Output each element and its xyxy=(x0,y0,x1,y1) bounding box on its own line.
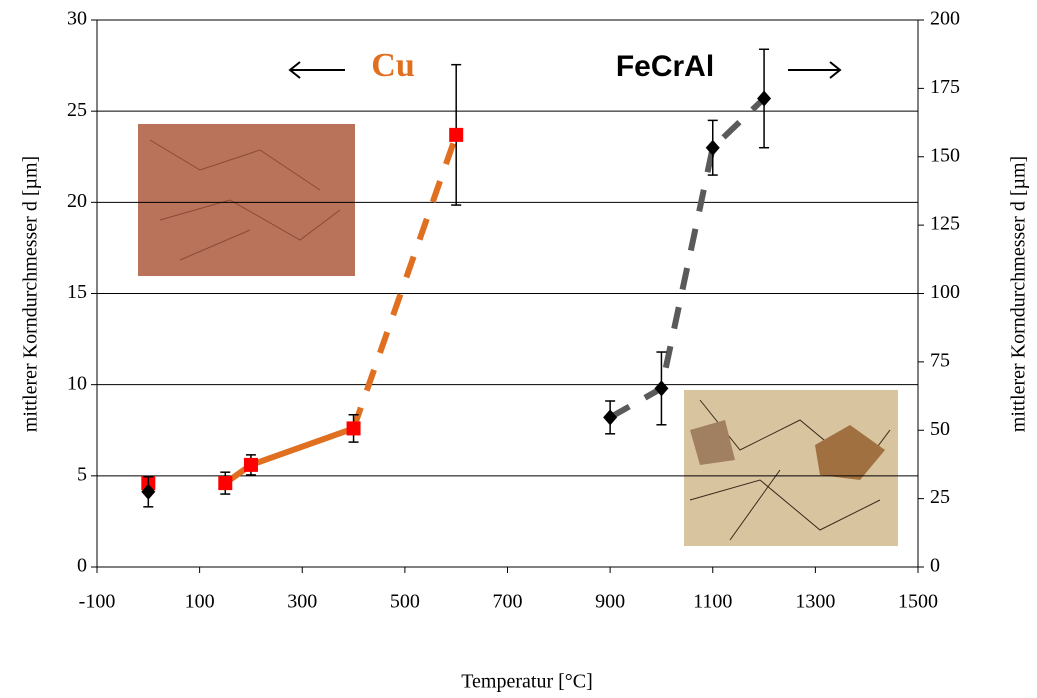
y2-tick-label: 75 xyxy=(930,349,950,371)
y2-tick-label: 25 xyxy=(930,486,950,508)
series-line xyxy=(608,96,767,421)
arrow-head xyxy=(829,61,842,79)
y2-tick-label: 100 xyxy=(930,281,960,303)
x-tick-label: 700 xyxy=(493,591,523,613)
x-tick-label: 100 xyxy=(185,591,215,613)
micrograph-texture xyxy=(149,139,891,541)
x-tick-label: 900 xyxy=(595,591,625,613)
point xyxy=(218,476,233,491)
arrow-head xyxy=(288,61,301,79)
y-tick-label: 15 xyxy=(67,281,87,303)
cu-annotation: Cu xyxy=(371,47,414,84)
series-line xyxy=(350,133,460,430)
point xyxy=(449,127,464,142)
x-tick-label: -100 xyxy=(79,591,116,613)
y2-tick-label: 0 xyxy=(930,555,940,577)
point xyxy=(705,139,720,156)
y-tick-label: 30 xyxy=(67,8,87,30)
y2-tick-label: 50 xyxy=(930,418,950,440)
x-tick-label: 300 xyxy=(287,591,317,613)
y-tick-label: 5 xyxy=(77,463,87,485)
point xyxy=(654,380,669,397)
y2-tick-label: 200 xyxy=(930,8,960,30)
point xyxy=(141,483,156,500)
y2-tick-label: 175 xyxy=(930,76,960,98)
x-tick-label: 1300 xyxy=(795,591,835,613)
y-axis-label: mittlerer Korndurchmesser d [µm] xyxy=(20,156,42,432)
y2-axis-label: mittlerer Korndurchmesser d [µm] xyxy=(1008,156,1030,432)
x-axis-label: Temperatur [°C] xyxy=(461,671,593,693)
point xyxy=(603,409,618,426)
y-tick-label: 25 xyxy=(67,99,87,121)
x-tick-label: 1100 xyxy=(693,591,732,613)
y-tick-label: 0 xyxy=(77,555,87,577)
x-tick-label: 500 xyxy=(390,591,420,613)
point xyxy=(757,90,772,107)
point xyxy=(346,421,361,436)
y-tick-label: 10 xyxy=(67,372,87,394)
x-tick-label: 1500 xyxy=(898,591,938,613)
point xyxy=(243,457,258,472)
fecral-annotation: FeCrAl xyxy=(616,50,714,83)
y2-tick-label: 150 xyxy=(930,144,960,166)
y2-tick-label: 125 xyxy=(930,213,960,235)
y-tick-label: 20 xyxy=(67,190,87,212)
series-line xyxy=(223,425,355,486)
cu-micrograph xyxy=(138,124,355,276)
